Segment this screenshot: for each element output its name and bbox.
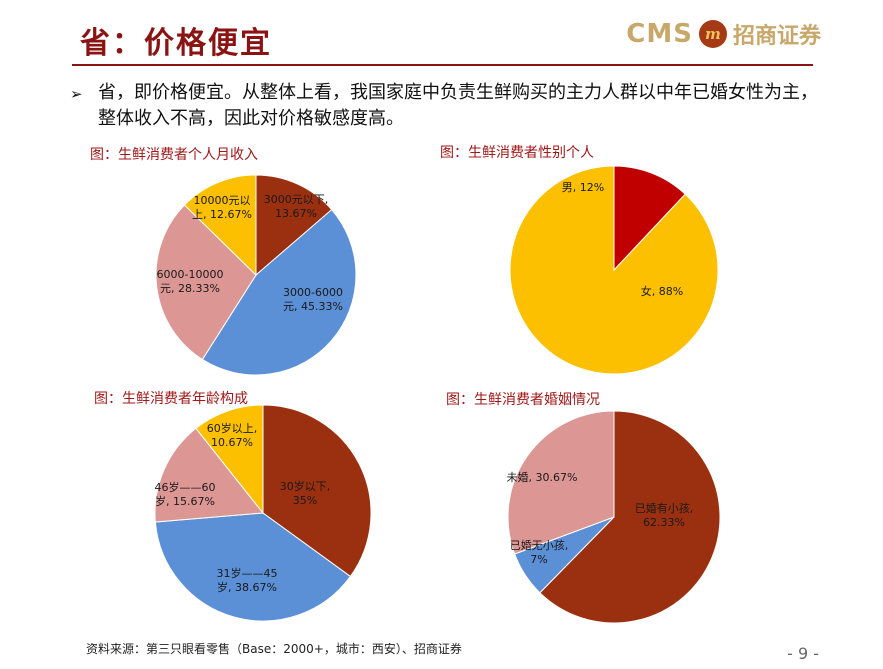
slice-label: 已婚无小孩, 7% [510, 538, 569, 566]
pie-slice [155, 204, 257, 361]
pie-chart-3: 30岁以下, 35% 31岁——45 岁, 38.67% 46岁——60 岁, 15.67… [154, 404, 372, 622]
slice-label: 已婚有小孩, 62.33% [635, 501, 694, 529]
pie-slice [255, 174, 333, 277]
pie-slice [509, 165, 719, 375]
company-logo: CMS m 招商证券 [626, 18, 821, 50]
slice-label: 30岁以下, 35% [280, 479, 331, 507]
pie-slice [195, 404, 264, 515]
chart-title-age: 图：生鲜消费者年龄构成 [94, 391, 248, 407]
pie-slice [507, 410, 615, 555]
pie-chart-2: 男, 12% 女, 88% [509, 165, 719, 375]
slice-label: 3000元以下, 13.67% [264, 193, 329, 220]
chart-title-income: 图：生鲜消费者个人月收入 [90, 147, 258, 163]
pie-slice [154, 427, 264, 523]
slice-label: 10000元以上, 12.67% [192, 194, 252, 221]
chart-title-gender: 图：生鲜消费者性别个人 [440, 145, 594, 161]
pie-chart-1: 3000元以下, 13.67% 3000-6000 元, 45.33% 6000-100… [155, 174, 357, 376]
page-number: - 9 - [787, 644, 819, 663]
slice-label: 31岁——45 岁, 38.67% [217, 566, 278, 594]
arrow-bullet-icon: ➢ [70, 85, 83, 103]
source-note: 资料来源：第三只眼看零售（Base：2000+，城市：西安）、招商证券 [86, 642, 462, 656]
slice-label: 60岁以上, 10.67% [207, 421, 258, 449]
slice-label: 46岁——60 岁, 15.67% [155, 480, 216, 508]
pie-slice [262, 404, 372, 578]
pie-chart-4: 已婚有小孩, 62.33% 已婚无小孩, 7% 未婚, 30.67% [507, 410, 721, 624]
pie-slice [613, 165, 686, 272]
pie-slice [539, 410, 721, 624]
slice-label: 未婚, 30.67% [507, 470, 578, 484]
page-title: 省：价格便宜 [80, 26, 272, 61]
logo-mark-icon: m [698, 20, 727, 48]
chart-title-marriage: 图：生鲜消费者婚姻情况 [446, 392, 600, 408]
summary-text: 省，即价格便宜。从整体上看，我国家庭中负责生鲜购买的主力人群以中年已婚女性为主，… [98, 82, 818, 129]
pie-slice [201, 208, 357, 376]
logo-cms-text: CMS [626, 19, 693, 49]
title-divider [72, 64, 813, 66]
slice-label: 男, 12% [562, 181, 604, 194]
logo-company-name: 招商证券 [732, 24, 821, 49]
slice-label: 女, 88% [641, 284, 683, 298]
pie-slice [183, 174, 257, 277]
slice-label: 6000-10000 元, 28.33% [157, 268, 224, 295]
summary-bullet: ➢ 省，即价格便宜。从整体上看，我国家庭中负责生鲜购买的主力人群以中年已婚女性为… [70, 80, 830, 132]
pie-slice [154, 512, 352, 622]
slice-label: 3000-6000 元, 45.33% [283, 286, 343, 313]
